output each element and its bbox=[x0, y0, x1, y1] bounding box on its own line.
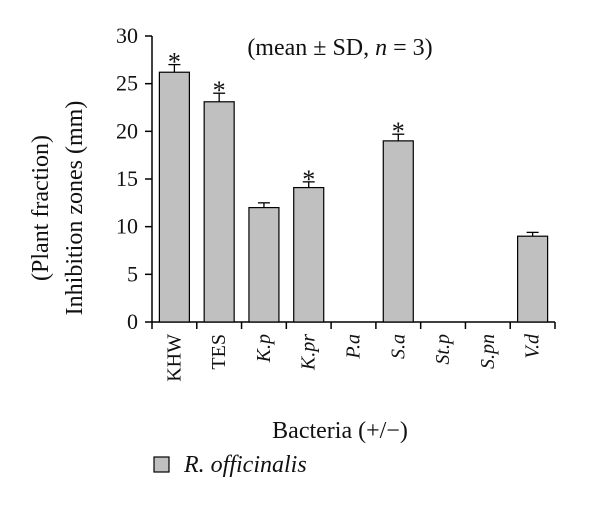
x-tick-label: S.a bbox=[387, 334, 409, 359]
annotation-n: n bbox=[375, 35, 387, 61]
x-tick-label: K.p bbox=[253, 334, 275, 363]
x-tick-label: P.a bbox=[343, 334, 365, 360]
plot-area: 0 5 10 15 20 25 30 * KHW * TES K.p * K.pr P.a * S.a St.p S… bbox=[116, 23, 556, 382]
significance-marker: * bbox=[168, 48, 181, 77]
significance-marker: * bbox=[302, 165, 315, 194]
y-tick-label: 20 bbox=[116, 118, 138, 143]
x-tick-label: St.p bbox=[432, 334, 454, 365]
y-axis-title-line-2: Inhibition zones (mm) bbox=[62, 101, 88, 316]
x-tick-label: K.pr bbox=[298, 334, 320, 371]
y-axis-title: (Plant fraction) Inhibition zones (mm) bbox=[28, 101, 88, 316]
x-tick-label: KHW bbox=[163, 334, 185, 382]
bar bbox=[293, 186, 325, 323]
x-tick-label: TES bbox=[208, 334, 230, 370]
significance-marker: * bbox=[213, 76, 226, 105]
y-tick-label: 10 bbox=[116, 214, 138, 239]
y-tick-label: 0 bbox=[127, 309, 138, 334]
x-tick-label: V.d bbox=[522, 333, 544, 359]
legend: R. officinalis bbox=[153, 452, 307, 478]
x-tick-label: S.pn bbox=[477, 334, 499, 369]
y-tick-label: 5 bbox=[127, 261, 138, 286]
legend-label: R. officinalis bbox=[183, 452, 307, 478]
bar bbox=[203, 101, 235, 323]
bar bbox=[248, 207, 280, 323]
x-axis-title: Bacteria (+/−) bbox=[272, 418, 408, 444]
y-tick-label: 25 bbox=[116, 71, 138, 96]
y-tick-label: 15 bbox=[116, 166, 138, 191]
legend-swatch bbox=[153, 456, 170, 473]
y-tick-label: 30 bbox=[116, 23, 138, 48]
significance-marker: * bbox=[392, 117, 405, 146]
y-axis-title-line-1: (Plant fraction) bbox=[28, 135, 54, 281]
annotation-suffix: = 3) bbox=[387, 35, 433, 61]
bar bbox=[517, 235, 549, 323]
annotation: (mean ± SD, n = 3) bbox=[247, 35, 432, 61]
bar bbox=[158, 71, 190, 323]
bar bbox=[382, 140, 414, 323]
annotation-prefix: (mean ± SD, bbox=[247, 35, 375, 61]
